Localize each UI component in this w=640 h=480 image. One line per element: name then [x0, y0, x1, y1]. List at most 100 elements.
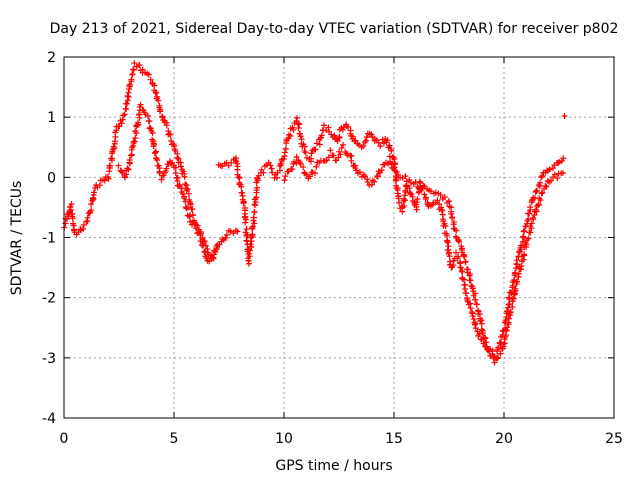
data-point — [480, 340, 487, 347]
data-point — [520, 233, 527, 240]
data-point — [422, 196, 429, 203]
data-point — [352, 137, 359, 144]
data-point — [374, 173, 381, 180]
data-point — [245, 257, 252, 264]
data-point — [182, 198, 189, 205]
data-point — [497, 350, 504, 357]
data-point — [485, 346, 492, 353]
data-point — [249, 231, 256, 238]
data-point — [504, 308, 511, 315]
data-point — [119, 116, 126, 123]
data-point — [133, 130, 140, 137]
data-point — [255, 172, 262, 179]
data-point — [472, 296, 479, 303]
data-point — [313, 163, 320, 170]
data-point — [201, 238, 208, 245]
data-point — [442, 223, 449, 230]
data-point — [414, 183, 421, 190]
data-point — [136, 111, 143, 118]
data-point — [129, 71, 136, 78]
data-point — [539, 173, 546, 180]
data-point — [246, 253, 253, 260]
data-point — [386, 153, 393, 160]
data-point — [212, 248, 219, 255]
data-point — [538, 174, 545, 181]
data-point — [551, 171, 558, 178]
data-point — [108, 155, 115, 162]
data-point — [150, 141, 157, 148]
data-point — [317, 135, 324, 142]
x-tick-label: 0 — [60, 431, 69, 447]
data-point — [184, 186, 191, 193]
data-point — [289, 166, 296, 173]
data-point — [467, 270, 474, 277]
y-tick-label: 2 — [47, 50, 56, 66]
x-tick-label: 25 — [605, 431, 623, 447]
data-point — [68, 201, 75, 208]
data-point — [469, 283, 476, 290]
data-point — [168, 137, 175, 144]
data-point — [101, 177, 108, 184]
data-point — [401, 202, 408, 209]
data-point — [129, 144, 136, 151]
data-point — [110, 143, 117, 150]
data-point — [69, 213, 76, 220]
data-point — [459, 275, 466, 282]
data-point — [303, 171, 310, 178]
data-point — [152, 89, 159, 96]
data-point — [253, 187, 260, 194]
data-point — [371, 178, 378, 185]
data-point — [146, 118, 153, 125]
data-point — [476, 331, 483, 338]
data-point — [223, 231, 230, 238]
data-point — [84, 214, 91, 221]
data-point — [228, 159, 235, 166]
data-point — [287, 133, 294, 140]
plot-frame — [63, 56, 615, 419]
data-point — [339, 126, 346, 133]
data-point — [153, 90, 160, 97]
data-point — [182, 181, 189, 188]
data-point — [388, 147, 395, 154]
y-tick-label: -2 — [42, 291, 56, 307]
data-point — [537, 179, 544, 186]
data-points — [61, 60, 568, 366]
data-point — [555, 159, 562, 166]
data-point — [468, 282, 475, 289]
data-point — [154, 93, 161, 100]
data-point — [273, 174, 280, 181]
y-tick-label: -3 — [42, 351, 56, 367]
data-point — [300, 164, 307, 171]
data-point — [528, 197, 535, 204]
data-point — [260, 169, 267, 176]
data-point — [472, 290, 479, 297]
data-point — [312, 146, 319, 153]
data-point — [527, 206, 534, 213]
data-point — [350, 133, 357, 140]
data-point — [539, 189, 546, 196]
data-point — [512, 285, 519, 292]
data-point — [491, 359, 498, 366]
data-point — [131, 60, 138, 67]
data-point — [155, 97, 162, 104]
data-point — [449, 214, 456, 221]
data-point — [222, 234, 229, 241]
data-point — [366, 182, 373, 189]
data-point — [556, 158, 563, 165]
data-point — [542, 182, 549, 189]
data-point — [369, 177, 376, 184]
data-point — [96, 182, 103, 189]
data-point — [348, 157, 355, 164]
data-point — [192, 225, 199, 232]
data-point — [396, 199, 403, 206]
data-point — [521, 251, 528, 258]
data-point — [507, 309, 514, 316]
data-point — [88, 207, 95, 214]
data-point — [320, 122, 327, 129]
data-point — [185, 190, 192, 197]
data-point — [444, 238, 451, 245]
data-point — [240, 200, 247, 207]
data-point — [364, 179, 371, 186]
data-point — [548, 177, 555, 184]
data-point — [368, 131, 375, 138]
